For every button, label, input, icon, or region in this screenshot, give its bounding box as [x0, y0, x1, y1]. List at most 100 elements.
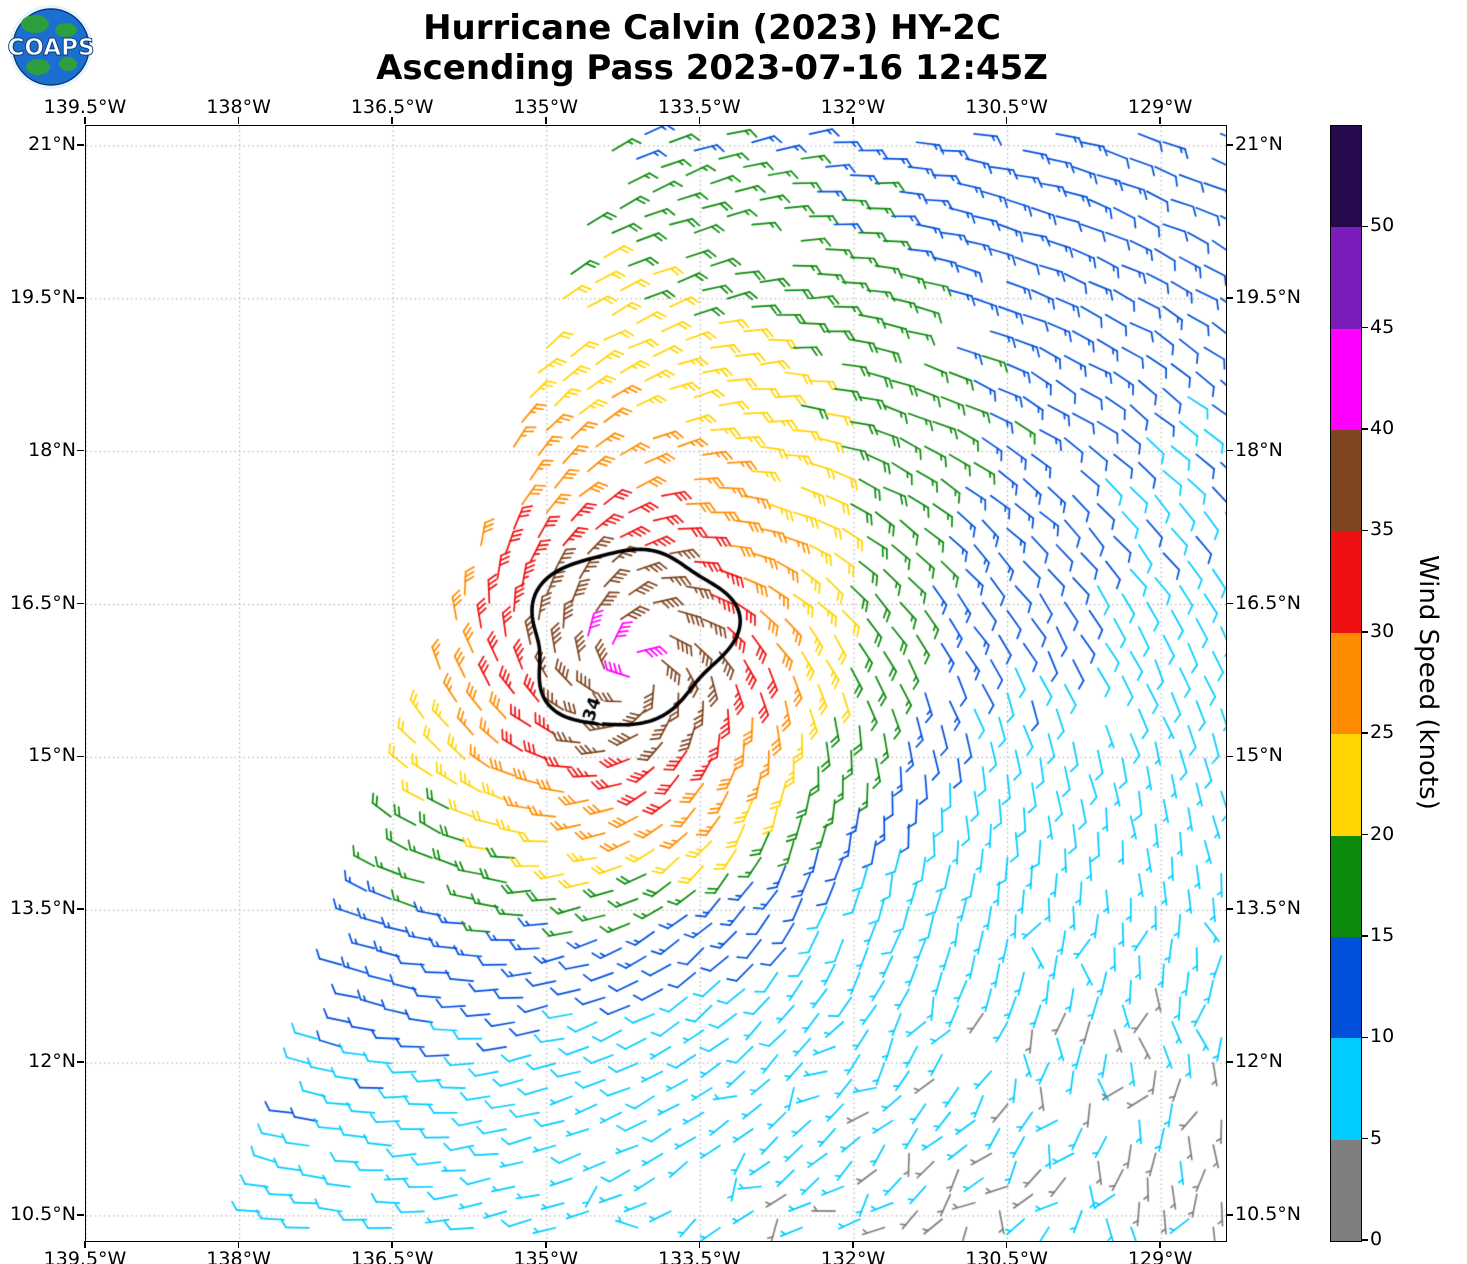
lat-tick-mark-left	[77, 908, 84, 911]
lat-tick-mark-left	[77, 144, 84, 146]
colorbar-tick-label: 5	[1370, 1126, 1383, 1149]
lat-tick-mark-right	[1226, 755, 1233, 758]
lat-tick-mark-right	[1226, 1214, 1233, 1216]
colorbar-segment-0-5	[1331, 1139, 1361, 1241]
colorbar-tick-mark	[1362, 225, 1368, 228]
lon-tick-mark-top	[852, 117, 854, 124]
colorbar-segment-10-15	[1331, 936, 1361, 1039]
lat-tick-label-right: 18°N	[1235, 438, 1283, 461]
lon-tick-mark-bottom	[391, 1241, 393, 1248]
lat-tick-label-right: 10.5°N	[1235, 1202, 1302, 1225]
colorbar-segment-15-20	[1331, 835, 1361, 937]
colorbar-segment-5-10	[1331, 1038, 1361, 1140]
lon-tick-mark-top	[698, 117, 701, 124]
wind-barb-canvas	[86, 126, 1226, 1241]
colorbar-segment-25-30	[1331, 632, 1361, 735]
colorbar-segment-50-55	[1331, 126, 1361, 228]
colorbar-tick-label: 45	[1370, 315, 1395, 338]
lon-tick-mark-top	[391, 117, 393, 124]
lon-tick-label-bottom: 135°W	[513, 1248, 579, 1264]
lon-tick-label-top: 138°W	[206, 96, 271, 118]
colorbar-tick-mark	[1362, 1036, 1368, 1038]
colorbar-tick-label: 50	[1370, 214, 1395, 237]
lon-tick-mark-top	[237, 117, 240, 124]
lon-tick-mark-top	[544, 117, 547, 124]
colorbar-segment-45-50	[1331, 227, 1361, 329]
logo-continent	[26, 59, 50, 75]
colorbar-tick-mark	[1362, 529, 1368, 532]
lat-tick-label-right: 13.5°N	[1235, 897, 1302, 920]
lat-tick-label-left: 10.5°N	[9, 1202, 76, 1225]
lat-tick-mark-right	[1226, 602, 1233, 605]
lon-tick-label-top: 135°W	[513, 96, 579, 118]
lat-tick-label-right: 21°N	[1235, 132, 1283, 155]
lat-tick-mark-left	[77, 1061, 84, 1063]
colorbar-tick-mark	[1362, 732, 1368, 734]
colorbar-tick-mark	[1362, 327, 1368, 329]
logo-continent	[55, 23, 77, 37]
lon-tick-label-top: 130.5°W	[965, 96, 1048, 118]
colorbar-tick-mark	[1362, 631, 1368, 633]
colorbar-tick-label: 40	[1370, 417, 1395, 440]
logo-continent	[21, 15, 49, 33]
colorbar-tick-label: 10	[1370, 1025, 1395, 1048]
lon-tick-mark-top	[1159, 117, 1161, 124]
chart-title-line1: Hurricane Calvin (2023) HY-2C	[423, 8, 1001, 48]
map-axes	[85, 125, 1227, 1242]
colorbar-tick-label: 35	[1370, 518, 1395, 541]
lon-tick-label-top: 136.5°W	[350, 96, 434, 118]
lon-tick-mark-bottom	[852, 1241, 854, 1248]
lon-tick-label-bottom: 139.5°W	[43, 1248, 127, 1264]
lat-tick-mark-right	[1226, 449, 1233, 452]
lat-tick-label-left: 19.5°N	[9, 285, 76, 308]
lon-tick-mark-bottom	[237, 1241, 240, 1248]
lat-tick-mark-left	[77, 755, 84, 758]
colorbar-tick-mark	[1362, 1137, 1368, 1140]
lon-tick-label-bottom: 136.5°W	[350, 1248, 434, 1264]
lon-tick-mark-bottom	[1159, 1241, 1161, 1248]
lat-tick-label-right: 16.5°N	[1235, 591, 1302, 614]
lat-tick-mark-right	[1226, 908, 1233, 911]
colorbar-segment-40-45	[1331, 328, 1361, 431]
colorbar-segment-35-40	[1331, 430, 1361, 532]
lon-tick-mark-bottom	[1005, 1241, 1008, 1248]
colorbar-tick-label: 25	[1370, 721, 1395, 744]
lon-tick-mark-bottom	[84, 1241, 86, 1248]
lat-tick-label-left: 13.5°N	[9, 897, 76, 920]
lat-tick-mark-left	[77, 449, 84, 452]
colorbar-tick-label: 20	[1370, 822, 1395, 845]
lon-tick-label-bottom: 138°W	[206, 1248, 271, 1264]
lat-tick-label-left: 12°N	[28, 1050, 76, 1073]
lon-tick-label-bottom: 132°W	[820, 1248, 886, 1264]
colorbar-tick-label: 15	[1370, 923, 1395, 946]
lon-tick-label-bottom: 130.5°W	[965, 1248, 1048, 1264]
lon-tick-label-top: 132°W	[820, 96, 886, 118]
logo-text: COAPS	[8, 35, 94, 61]
colorbar-tick-mark	[1362, 1239, 1368, 1241]
lon-tick-label-top: 133.5°W	[658, 96, 741, 118]
chart-title-line2: Ascending Pass 2023-07-16 12:45Z	[376, 48, 1048, 89]
lat-tick-label-left: 21°N	[28, 132, 76, 155]
lat-tick-mark-left	[77, 1214, 84, 1216]
colorbar-tick-mark	[1362, 428, 1368, 430]
lon-tick-label-bottom: 129°W	[1127, 1248, 1193, 1264]
lat-tick-mark-left	[77, 297, 84, 299]
lon-tick-label-bottom: 133.5°W	[658, 1248, 741, 1264]
lon-tick-label-top: 129°W	[1127, 96, 1193, 118]
lat-tick-mark-left	[77, 602, 84, 605]
colorbar-tick-label: 0	[1370, 1228, 1383, 1250]
lat-tick-label-left: 16.5°N	[9, 591, 76, 614]
colorbar	[1330, 125, 1362, 1242]
lon-tick-label-top: 139.5°W	[43, 96, 127, 118]
lat-tick-label-right: 12°N	[1235, 1050, 1283, 1073]
lon-tick-mark-bottom	[544, 1241, 547, 1248]
lat-tick-mark-right	[1226, 144, 1233, 146]
colorbar-tick-label: 30	[1370, 619, 1395, 642]
lon-tick-mark-top	[84, 117, 86, 124]
colorbar-segment-20-25	[1331, 734, 1361, 836]
logo-continent	[59, 57, 77, 71]
lon-tick-mark-bottom	[698, 1241, 701, 1248]
lat-tick-label-left: 15°N	[28, 744, 76, 767]
coaps-logo: COAPS	[7, 4, 95, 90]
colorbar-tick-mark	[1362, 935, 1368, 937]
